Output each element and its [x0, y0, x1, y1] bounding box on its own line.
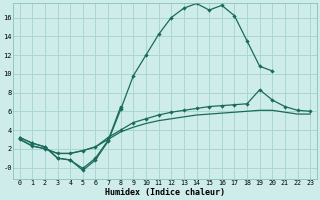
X-axis label: Humidex (Indice chaleur): Humidex (Indice chaleur)	[105, 188, 225, 197]
